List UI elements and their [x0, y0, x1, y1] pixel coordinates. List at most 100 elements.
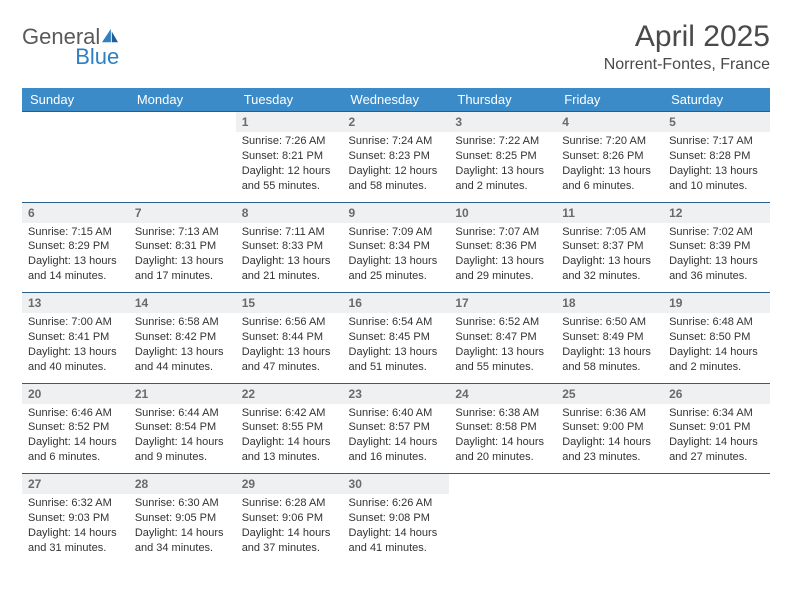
day-number-cell: 22: [236, 383, 343, 404]
sunset-text: Sunset: 9:06 PM: [242, 511, 337, 526]
week-body-row: Sunrise: 7:15 AMSunset: 8:29 PMDaylight:…: [22, 223, 770, 293]
daylight-text: Daylight: 13 hours and 2 minutes.: [455, 164, 550, 194]
day-number-cell: 29: [236, 474, 343, 495]
daylight-text: Daylight: 13 hours and 14 minutes.: [28, 254, 123, 284]
sunrise-text: Sunrise: 6:50 AM: [562, 315, 657, 330]
sunrise-text: Sunrise: 7:20 AM: [562, 134, 657, 149]
day-detail-cell: Sunrise: 6:32 AMSunset: 9:03 PMDaylight:…: [22, 494, 129, 564]
day-detail-cell: Sunrise: 6:56 AMSunset: 8:44 PMDaylight:…: [236, 313, 343, 383]
daylight-text: Daylight: 13 hours and 55 minutes.: [455, 345, 550, 375]
sunrise-text: Sunrise: 7:11 AM: [242, 225, 337, 240]
day-detail-cell: [663, 494, 770, 564]
sunset-text: Sunset: 8:26 PM: [562, 149, 657, 164]
day-detail-cell: Sunrise: 6:26 AMSunset: 9:08 PMDaylight:…: [343, 494, 450, 564]
sunset-text: Sunset: 8:28 PM: [669, 149, 764, 164]
dow-wednesday: Wednesday: [343, 88, 450, 112]
day-number-cell: 20: [22, 383, 129, 404]
day-number-cell: 6: [22, 202, 129, 223]
sunrise-text: Sunrise: 6:56 AM: [242, 315, 337, 330]
daylight-text: Daylight: 13 hours and 47 minutes.: [242, 345, 337, 375]
day-number-cell: 26: [663, 383, 770, 404]
logo: GeneralBlue: [22, 20, 119, 68]
sunset-text: Sunset: 8:36 PM: [455, 239, 550, 254]
sunset-text: Sunset: 8:41 PM: [28, 330, 123, 345]
location: Norrent-Fontes, France: [604, 56, 770, 74]
week-daynum-row: 20212223242526: [22, 383, 770, 404]
day-number-cell: 24: [449, 383, 556, 404]
day-detail-cell: Sunrise: 7:17 AMSunset: 8:28 PMDaylight:…: [663, 132, 770, 202]
day-number-cell: 10: [449, 202, 556, 223]
sunset-text: Sunset: 8:23 PM: [349, 149, 444, 164]
day-detail-cell: Sunrise: 6:42 AMSunset: 8:55 PMDaylight:…: [236, 404, 343, 474]
day-detail-cell: Sunrise: 7:22 AMSunset: 8:25 PMDaylight:…: [449, 132, 556, 202]
sunset-text: Sunset: 8:55 PM: [242, 420, 337, 435]
sunrise-text: Sunrise: 7:22 AM: [455, 134, 550, 149]
daylight-text: Daylight: 13 hours and 21 minutes.: [242, 254, 337, 284]
day-detail-cell: Sunrise: 7:02 AMSunset: 8:39 PMDaylight:…: [663, 223, 770, 293]
sunrise-text: Sunrise: 6:54 AM: [349, 315, 444, 330]
sunset-text: Sunset: 8:37 PM: [562, 239, 657, 254]
day-detail-cell: Sunrise: 6:50 AMSunset: 8:49 PMDaylight:…: [556, 313, 663, 383]
sunrise-text: Sunrise: 7:15 AM: [28, 225, 123, 240]
sunrise-text: Sunrise: 6:34 AM: [669, 406, 764, 421]
sunset-text: Sunset: 9:03 PM: [28, 511, 123, 526]
day-number-cell: 15: [236, 293, 343, 314]
day-detail-cell: Sunrise: 6:52 AMSunset: 8:47 PMDaylight:…: [449, 313, 556, 383]
daylight-text: Daylight: 14 hours and 9 minutes.: [135, 435, 230, 465]
sunrise-text: Sunrise: 6:40 AM: [349, 406, 444, 421]
sunrise-text: Sunrise: 6:28 AM: [242, 496, 337, 511]
day-detail-cell: Sunrise: 7:13 AMSunset: 8:31 PMDaylight:…: [129, 223, 236, 293]
day-number-cell: 1: [236, 112, 343, 133]
day-number-cell: 21: [129, 383, 236, 404]
sunrise-text: Sunrise: 6:44 AM: [135, 406, 230, 421]
sunset-text: Sunset: 8:54 PM: [135, 420, 230, 435]
day-number-cell: 17: [449, 293, 556, 314]
day-detail-cell: Sunrise: 6:36 AMSunset: 9:00 PMDaylight:…: [556, 404, 663, 474]
daylight-text: Daylight: 13 hours and 36 minutes.: [669, 254, 764, 284]
daylight-text: Daylight: 13 hours and 44 minutes.: [135, 345, 230, 375]
day-number-cell: 25: [556, 383, 663, 404]
day-number-cell: 4: [556, 112, 663, 133]
day-number-cell: 18: [556, 293, 663, 314]
sunset-text: Sunset: 8:57 PM: [349, 420, 444, 435]
daylight-text: Daylight: 14 hours and 13 minutes.: [242, 435, 337, 465]
day-detail-cell: Sunrise: 7:09 AMSunset: 8:34 PMDaylight:…: [343, 223, 450, 293]
day-detail-cell: Sunrise: 7:24 AMSunset: 8:23 PMDaylight:…: [343, 132, 450, 202]
week-body-row: Sunrise: 6:32 AMSunset: 9:03 PMDaylight:…: [22, 494, 770, 564]
sunrise-text: Sunrise: 7:02 AM: [669, 225, 764, 240]
sunrise-text: Sunrise: 7:05 AM: [562, 225, 657, 240]
sunset-text: Sunset: 8:58 PM: [455, 420, 550, 435]
sunset-text: Sunset: 8:42 PM: [135, 330, 230, 345]
sunset-text: Sunset: 9:05 PM: [135, 511, 230, 526]
sunrise-text: Sunrise: 7:07 AM: [455, 225, 550, 240]
day-detail-cell: Sunrise: 7:05 AMSunset: 8:37 PMDaylight:…: [556, 223, 663, 293]
sunset-text: Sunset: 8:47 PM: [455, 330, 550, 345]
daylight-text: Daylight: 13 hours and 6 minutes.: [562, 164, 657, 194]
day-number-cell: 7: [129, 202, 236, 223]
day-detail-cell: Sunrise: 6:46 AMSunset: 8:52 PMDaylight:…: [22, 404, 129, 474]
daylight-text: Daylight: 14 hours and 16 minutes.: [349, 435, 444, 465]
sunset-text: Sunset: 8:21 PM: [242, 149, 337, 164]
day-detail-cell: Sunrise: 7:11 AMSunset: 8:33 PMDaylight:…: [236, 223, 343, 293]
sunset-text: Sunset: 9:08 PM: [349, 511, 444, 526]
week-body-row: Sunrise: 6:46 AMSunset: 8:52 PMDaylight:…: [22, 404, 770, 474]
day-number-cell: 5: [663, 112, 770, 133]
sunrise-text: Sunrise: 6:30 AM: [135, 496, 230, 511]
day-number-cell: 13: [22, 293, 129, 314]
daylight-text: Daylight: 14 hours and 37 minutes.: [242, 526, 337, 556]
day-detail-cell: Sunrise: 7:26 AMSunset: 8:21 PMDaylight:…: [236, 132, 343, 202]
day-detail-cell: Sunrise: 6:34 AMSunset: 9:01 PMDaylight:…: [663, 404, 770, 474]
sunrise-text: Sunrise: 6:46 AM: [28, 406, 123, 421]
daylight-text: Daylight: 13 hours and 25 minutes.: [349, 254, 444, 284]
day-number-cell: 30: [343, 474, 450, 495]
daylight-text: Daylight: 14 hours and 34 minutes.: [135, 526, 230, 556]
sunrise-text: Sunrise: 7:09 AM: [349, 225, 444, 240]
dow-monday: Monday: [129, 88, 236, 112]
sunset-text: Sunset: 8:45 PM: [349, 330, 444, 345]
daylight-text: Daylight: 12 hours and 55 minutes.: [242, 164, 337, 194]
dow-sunday: Sunday: [22, 88, 129, 112]
daylight-text: Daylight: 14 hours and 23 minutes.: [562, 435, 657, 465]
sunrise-text: Sunrise: 7:24 AM: [349, 134, 444, 149]
sunrise-text: Sunrise: 6:36 AM: [562, 406, 657, 421]
dow-thursday: Thursday: [449, 88, 556, 112]
